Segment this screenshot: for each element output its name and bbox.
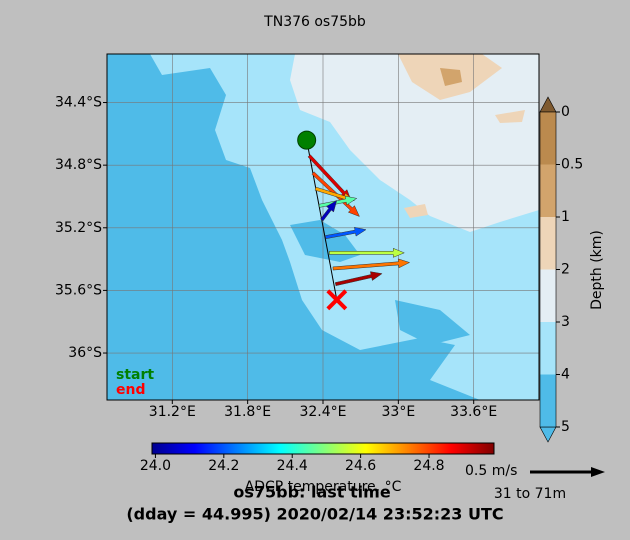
y-tick-label: 36°S <box>68 345 102 361</box>
land <box>440 68 462 86</box>
end-label: end <box>116 382 145 398</box>
depth-color-band <box>540 217 556 270</box>
current-arrow <box>334 271 383 287</box>
x-tick-label: 31.8°E <box>224 404 271 420</box>
map <box>107 54 539 400</box>
temperature-colorbar <box>151 442 495 455</box>
y-tick-label: 34.8°S <box>55 157 102 173</box>
depth-colorbar-label: Depth (km) <box>589 230 605 310</box>
depth-range: 31 to 71m <box>494 486 566 502</box>
current-arrow <box>318 195 358 208</box>
temperature-tick-label: 24.4 <box>277 458 308 474</box>
chart-title: TN376 os75bb <box>263 14 366 30</box>
depth-color-band <box>540 269 556 322</box>
deep-water <box>395 300 470 345</box>
end-marker <box>326 289 348 311</box>
land <box>495 110 525 123</box>
subtitle: os75bb: last time <box>233 483 390 502</box>
depth-color-band <box>540 322 556 375</box>
current-arrow <box>324 226 367 240</box>
plateau <box>290 54 539 232</box>
depth-tick-label: 2 <box>561 262 570 278</box>
temperature-colorbar-label: ADCP temperature, °C <box>245 479 402 495</box>
temperature-tick-label: 24.0 <box>140 458 171 474</box>
temperature-tick-label: 24.6 <box>345 458 376 474</box>
current-arrow <box>329 247 405 258</box>
depth-tick-label: 4 <box>561 367 570 383</box>
temperature-tick-label: 24.2 <box>208 458 239 474</box>
start-label: start <box>116 367 154 383</box>
x-tick-label: 33.6°E <box>450 404 497 420</box>
depth-tick-label: 1 <box>561 209 570 225</box>
y-tick-label: 35.2°S <box>55 220 102 236</box>
x-tick-label: 31.2°E <box>149 404 196 420</box>
temperature-tick-label: 24.8 <box>413 458 444 474</box>
depth-color-band <box>540 374 556 427</box>
y-tick-label: 34.4°S <box>55 95 102 111</box>
x-tick-label: 33°E <box>382 404 416 420</box>
depth-tick-label: 0 <box>561 104 570 120</box>
depth-color-band <box>540 112 556 165</box>
y-tick-label: 35.6°S <box>55 282 102 298</box>
scale-label: 0.5 m/s <box>465 463 517 479</box>
land <box>404 204 428 218</box>
current-arrow <box>332 258 411 271</box>
depth-color-band <box>540 164 556 217</box>
start-marker <box>297 130 317 150</box>
deep-water <box>107 54 480 400</box>
depth-tick-label: 5 <box>561 419 570 435</box>
subtitle: (dday = 44.995) 2020/02/14 23:52:23 UTC <box>126 505 503 524</box>
x-tick-label: 32.4°E <box>299 404 346 420</box>
depth-tick-label: 0.5 <box>561 157 583 173</box>
depth-tick-label: 3 <box>561 314 570 330</box>
current-arrow <box>320 199 338 222</box>
current-arrow <box>307 154 352 202</box>
scale-arrow <box>530 467 605 477</box>
